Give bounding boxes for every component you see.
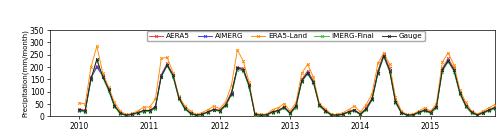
- Gauge: [363, 108, 369, 110]
- AIMERG: [123, 115, 129, 116]
- ERA5-Land: [322, 108, 328, 109]
- AIMERG: [363, 108, 369, 110]
- AIMERG: [346, 111, 352, 113]
- IMERG-Final: [468, 112, 474, 114]
- Gauge: [492, 107, 498, 108]
- ERA5-Land: [123, 114, 129, 115]
- Gauge: [140, 110, 146, 111]
- Gauge: [222, 104, 228, 106]
- ERA5-Land: [146, 106, 152, 108]
- AIMERG: [222, 105, 228, 106]
- ERA5-Land: [76, 102, 82, 104]
- Line: Gauge: Gauge: [78, 54, 496, 117]
- IMERG-Final: [222, 105, 228, 107]
- AERA5: [381, 53, 387, 54]
- AIMERG: [468, 112, 474, 114]
- AERA5: [468, 111, 474, 113]
- AIMERG: [316, 105, 322, 106]
- Gauge: [468, 111, 474, 113]
- AERA5: [363, 107, 369, 109]
- Gauge: [123, 114, 129, 116]
- Legend: AERA5, AIMERG, ERA5-Land, IMERG-Final, Gauge: AERA5, AIMERG, ERA5-Land, IMERG-Final, G…: [147, 31, 425, 41]
- IMERG-Final: [363, 109, 369, 111]
- AERA5: [492, 106, 498, 108]
- AERA5: [222, 103, 228, 105]
- ERA5-Land: [468, 110, 474, 112]
- IMERG-Final: [76, 110, 82, 112]
- IMERG-Final: [381, 56, 387, 58]
- ERA5-Land: [492, 104, 498, 105]
- ERA5-Land: [369, 93, 375, 95]
- AERA5: [346, 111, 352, 112]
- Y-axis label: Precipitation(mm/month): Precipitation(mm/month): [22, 29, 29, 117]
- Line: IMERG-Final: IMERG-Final: [78, 55, 496, 117]
- IMERG-Final: [123, 115, 129, 116]
- IMERG-Final: [492, 108, 498, 109]
- AIMERG: [76, 109, 82, 111]
- IMERG-Final: [346, 112, 352, 113]
- ERA5-Land: [228, 84, 234, 86]
- Line: AERA5: AERA5: [78, 52, 496, 117]
- Gauge: [316, 104, 322, 106]
- AERA5: [140, 109, 146, 111]
- IMERG-Final: [316, 105, 322, 107]
- AIMERG: [492, 107, 498, 109]
- Gauge: [346, 111, 352, 113]
- IMERG-Final: [140, 111, 146, 112]
- AERA5: [123, 114, 129, 116]
- AERA5: [316, 103, 322, 105]
- ERA5-Land: [352, 105, 358, 107]
- AIMERG: [381, 55, 387, 56]
- Line: AIMERG: AIMERG: [78, 54, 496, 117]
- Gauge: [381, 55, 387, 57]
- ERA5-Land: [94, 45, 100, 47]
- Line: ERA5-Land: ERA5-Land: [78, 45, 496, 116]
- AERA5: [76, 108, 82, 110]
- Gauge: [76, 109, 82, 110]
- AIMERG: [140, 110, 146, 112]
